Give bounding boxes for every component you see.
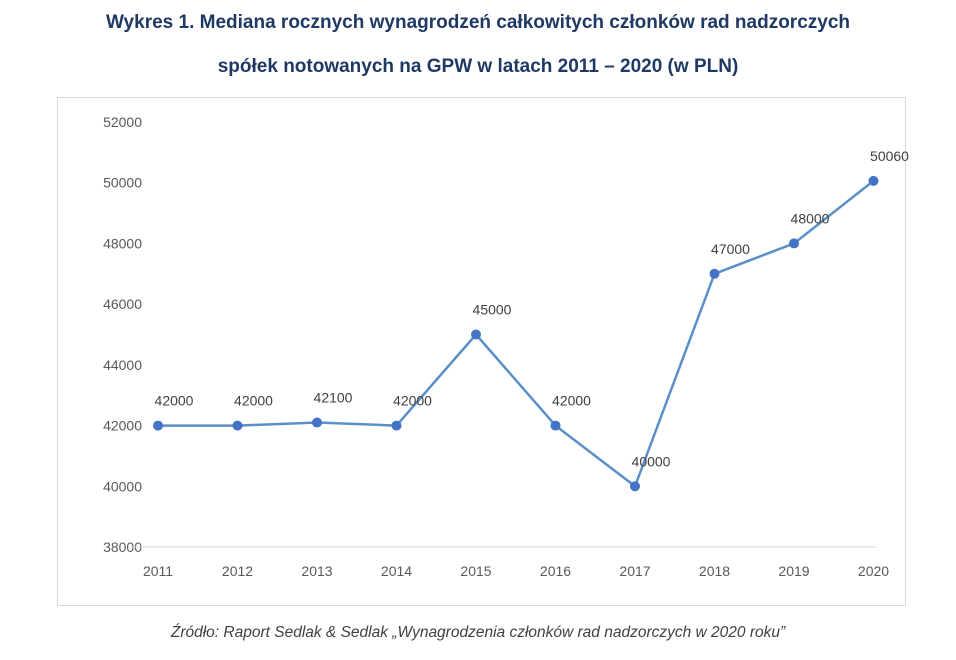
y-tick-label: 50000 [103, 175, 142, 191]
data-label: 45000 [473, 302, 512, 318]
x-axis-labels: 2011 2012 2013 2014 2015 2016 2017 2018 2019 2020 [143, 563, 889, 579]
data-label: 42000 [393, 393, 432, 409]
data-point [471, 329, 481, 340]
data-label: 48000 [791, 210, 830, 226]
y-tick-label: 44000 [103, 357, 142, 373]
data-point [630, 481, 640, 492]
data-label: 50060 [870, 148, 909, 164]
y-tick-label: 46000 [103, 296, 142, 312]
x-tick-label: 2018 [699, 563, 730, 579]
x-tick-label: 2011 [143, 563, 173, 579]
data-point [550, 420, 561, 431]
series-line [158, 179, 875, 488]
x-tick-label: 2016 [540, 563, 571, 579]
data-label: 40000 [632, 453, 671, 469]
data-point [789, 238, 799, 249]
x-tick-label: 2017 [619, 563, 650, 579]
x-tick-label: 2012 [222, 563, 253, 579]
y-tick-label: 48000 [103, 235, 142, 251]
data-point [868, 175, 879, 186]
data-label: 42100 [314, 390, 353, 406]
data-point [312, 417, 322, 428]
y-tick-label: 38000 [103, 539, 142, 555]
data-point [391, 420, 402, 431]
chart-frame [57, 97, 906, 606]
data-label: 42000 [552, 393, 591, 409]
x-tick-label: 2020 [858, 563, 889, 579]
source-note: Źródło: Raport Sedlak & Sedlak „Wynagrod… [170, 624, 786, 641]
data-markers [153, 175, 879, 492]
data-point [709, 268, 720, 279]
data-point [232, 420, 243, 431]
data-label: 47000 [711, 241, 750, 257]
data-labels: 42000 42000 42100 42000 45000 42000 40000 47000… [155, 148, 910, 469]
chart-title-line-1: Wykres 1. Mediana rocznych wynagrodzeń c… [105, 12, 851, 33]
x-tick-label: 2015 [460, 563, 491, 579]
x-tick-label: 2019 [778, 563, 809, 579]
x-tick-label: 2013 [301, 563, 332, 579]
y-tick-label: 52000 [103, 114, 142, 130]
chart-title-line-2: spółek notowanych na GPW w latach 2011 –… [217, 56, 739, 77]
y-axis-labels: 38000 40000 42000 44000 46000 48000 50000 52000 [103, 114, 142, 555]
data-label: 42000 [155, 393, 194, 409]
x-tick-label: 2014 [381, 563, 412, 579]
data-point [153, 420, 163, 431]
y-tick-label: 40000 [103, 478, 142, 494]
data-label: 42000 [234, 393, 273, 409]
y-tick-label: 42000 [103, 418, 142, 434]
